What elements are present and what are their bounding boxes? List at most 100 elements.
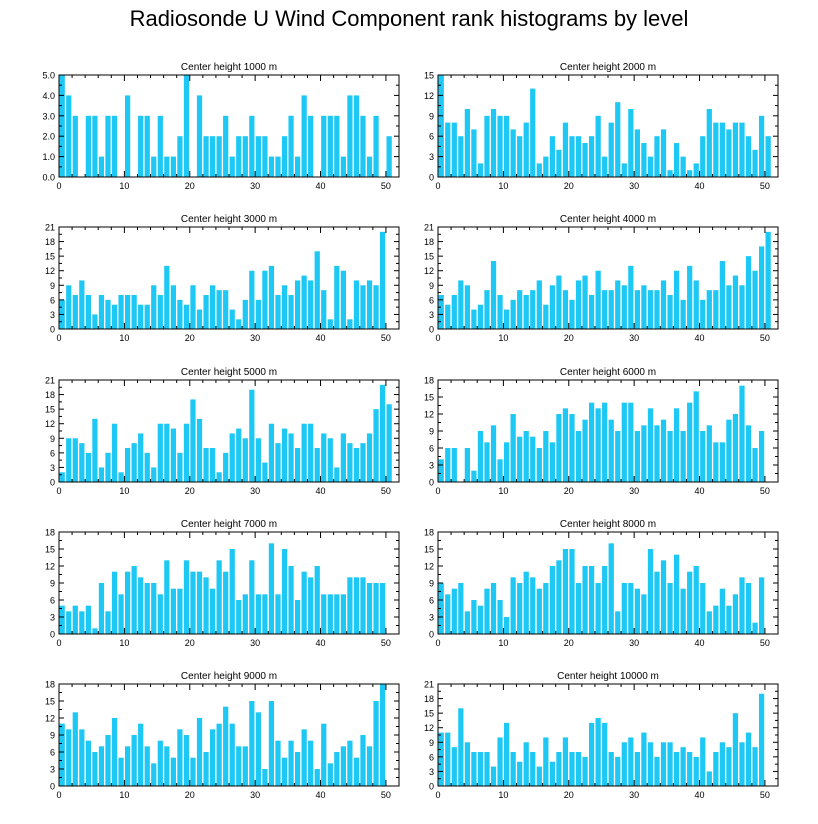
histogram-bar <box>438 295 444 329</box>
histogram-bar <box>124 571 131 634</box>
histogram-bar <box>471 600 477 634</box>
x-tick-label: 40 <box>316 638 326 648</box>
y-tick-label: 3 <box>50 463 55 473</box>
histogram-bar <box>183 560 190 634</box>
histogram-bar <box>190 285 196 329</box>
histogram-bar <box>634 290 640 329</box>
histogram-bar <box>85 452 91 482</box>
histogram-panel: Center height 10000 m 0 3 6 9 12 15 18 21 0 10 20 30… <box>424 671 779 800</box>
histogram-bar <box>562 737 569 786</box>
histogram-bar <box>236 746 242 786</box>
histogram-bar <box>229 309 235 329</box>
histogram-panel: Center height 5000 m 0 3 6 9 12 15 18 21 0 10 20 30 4… <box>45 367 400 496</box>
histogram-bar <box>693 391 699 482</box>
histogram-bar <box>177 136 183 177</box>
histogram-bar <box>700 737 706 786</box>
histogram-bar <box>347 740 353 786</box>
histogram-bar <box>758 246 765 329</box>
histogram-bar <box>366 280 373 329</box>
histogram-bar <box>262 270 268 329</box>
histogram-bar <box>758 431 765 482</box>
x-tick-label: 40 <box>316 333 326 343</box>
histogram-bar <box>523 431 529 482</box>
y-tick-label: 15 <box>424 71 434 81</box>
histogram-bar <box>229 433 235 482</box>
histogram-bar <box>464 285 470 329</box>
y-tick-label: 6 <box>50 596 55 606</box>
histogram-bar <box>249 560 255 634</box>
histogram-bar <box>693 163 699 177</box>
histogram-bar <box>575 583 582 634</box>
y-tick-label: 18 <box>424 237 434 247</box>
histogram-panel: Center height 7000 m 0 3 6 9 12 15 18 0 10 20 30 40 5… <box>45 519 400 648</box>
histogram-bar <box>308 577 314 634</box>
histogram-bar <box>209 448 216 482</box>
histogram-bar <box>713 442 719 482</box>
y-tick-label: 2.0 <box>42 132 55 142</box>
histogram-bar <box>334 115 340 177</box>
x-tick-label: 40 <box>695 790 705 800</box>
histogram-bar <box>445 304 451 329</box>
histogram-bar <box>700 136 706 177</box>
histogram-bar <box>503 309 510 329</box>
x-tick-label: 20 <box>185 638 195 648</box>
histogram-bar <box>739 385 745 482</box>
histogram-bar <box>660 280 667 329</box>
histogram-bar <box>582 143 588 177</box>
histogram-bar <box>353 280 360 329</box>
x-tick-label: 0 <box>56 790 61 800</box>
histogram-bar <box>111 571 118 634</box>
histogram-bar <box>517 136 523 177</box>
y-tick-label: 21 <box>45 376 55 386</box>
histogram-bar <box>503 617 510 634</box>
histogram-bar <box>510 414 516 482</box>
histogram-bar <box>144 115 150 177</box>
histogram-bar <box>765 136 771 177</box>
x-tick-label: 30 <box>250 486 260 496</box>
histogram-bar <box>543 156 549 177</box>
histogram-panel: Center height 3000 m 0 3 6 9 12 15 18 21 0 10 20 30 4… <box>45 214 400 343</box>
histogram-bar <box>726 747 732 786</box>
histogram-bar <box>334 265 340 329</box>
histogram-bar <box>719 742 725 786</box>
histogram-bar <box>758 693 765 786</box>
histogram-bar <box>379 684 386 786</box>
histogram-bar <box>503 115 510 177</box>
histogram-bar <box>177 452 183 482</box>
panel-title: Center height 6000 m <box>560 367 656 378</box>
x-tick-label: 0 <box>56 638 61 648</box>
histogram-bar <box>340 270 346 329</box>
histogram-bar <box>236 136 242 177</box>
histogram-bar <box>262 769 268 786</box>
histogram-bar <box>360 443 366 482</box>
histogram-bar <box>484 752 490 786</box>
histogram-bar <box>732 275 739 329</box>
histogram-bar <box>608 752 614 786</box>
histogram-bar <box>745 425 752 482</box>
histogram-panel: Center height 9000 m 0 3 6 9 12 15 18 0 10 20 30 40 5… <box>45 671 400 800</box>
figure-title: Radiosonde U Wind Component rank histogr… <box>129 6 689 31</box>
histogram-bar <box>634 588 640 634</box>
histogram-bar <box>530 290 536 329</box>
y-tick-label: 6 <box>429 752 434 762</box>
histogram-bar <box>700 583 706 634</box>
y-tick-label: 12 <box>45 266 55 276</box>
histogram-bar <box>490 261 497 329</box>
panel-title: Center height 9000 m <box>181 671 277 682</box>
y-tick-label: 15 <box>45 545 55 555</box>
panel-title: Center height 4000 m <box>560 214 656 225</box>
histogram-bar <box>223 452 229 482</box>
histogram-bar <box>268 423 275 482</box>
histogram-bar <box>451 448 457 482</box>
x-tick-label: 50 <box>760 181 770 191</box>
histogram-bar <box>314 448 320 482</box>
histogram-bar <box>628 583 634 634</box>
histogram-bar <box>209 588 216 634</box>
histogram-bar <box>262 136 268 177</box>
histogram-bar <box>327 594 333 634</box>
histogram-bar <box>713 122 719 177</box>
x-tick-label: 10 <box>498 790 508 800</box>
x-tick-label: 30 <box>629 790 639 800</box>
histogram-bar <box>543 583 549 634</box>
